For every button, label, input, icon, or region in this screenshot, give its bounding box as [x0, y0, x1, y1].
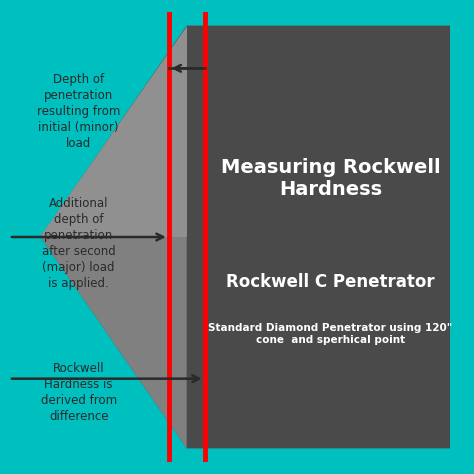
Text: Additional
depth of
penetration
after second
(major) load
is applied.: Additional depth of penetration after se…	[42, 197, 116, 290]
Polygon shape	[40, 26, 459, 448]
Polygon shape	[40, 26, 187, 237]
Text: Rockwell C Penetrator: Rockwell C Penetrator	[226, 273, 435, 291]
Text: Rockwell
Hardness is
derived from
difference: Rockwell Hardness is derived from differ…	[41, 362, 117, 423]
Polygon shape	[40, 237, 187, 448]
Text: Standard Diamond Penetrator using 120"
cone  and sperhical point: Standard Diamond Penetrator using 120" c…	[209, 322, 453, 345]
Text: Depth of
penetration
resulting from
initial (minor)
load: Depth of penetration resulting from init…	[37, 73, 120, 150]
Text: Measuring Rockwell
Hardness: Measuring Rockwell Hardness	[221, 158, 440, 199]
